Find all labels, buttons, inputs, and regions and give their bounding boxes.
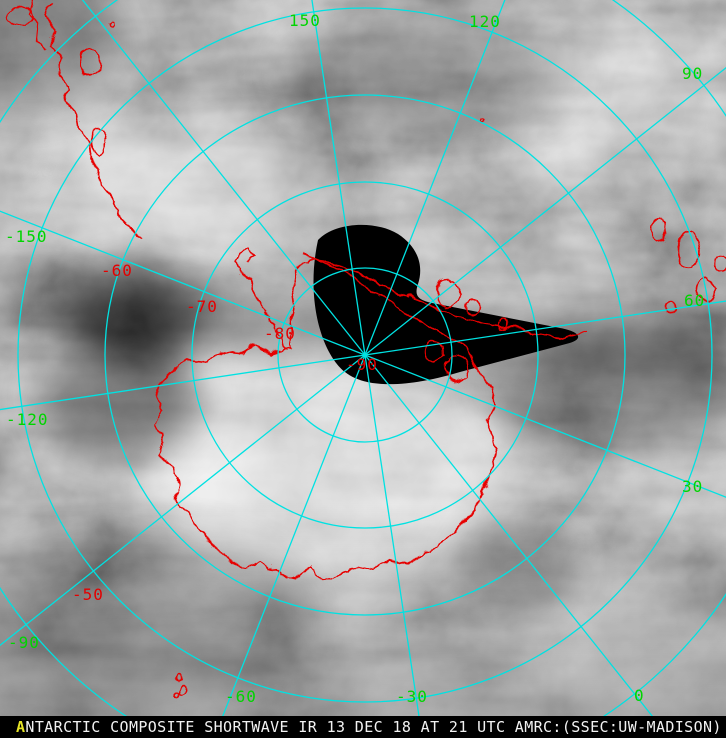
caption-bar: ANTARCTIC COMPOSITE SHORTWAVE IR 13 DEC … [0,716,726,738]
meridian-line-120 [364,0,506,356]
longitude-label-60: 60 [684,291,705,310]
antarctic-peninsula-coastline [230,249,287,349]
latitude-label--80: -80 [264,324,296,343]
latitude-label--50: -50 [72,585,104,604]
no-data-wedge [313,224,579,385]
longitude-label-30: 30 [682,477,703,496]
right-edge-islands [649,215,726,312]
coordinate-labels: 150 120 90 60 30 0 -30 -60 -90 -120 -150 -50 -60 -70 -… [5,11,705,706]
meridian-line-90 [364,67,726,356]
latitude-label--70: -70 [186,297,218,316]
latitude-circle--70 [191,181,539,529]
longitude-label--150: -150 [5,227,48,246]
peninsula-tip [239,244,254,261]
meridian-line--30 [364,354,423,738]
longitude-label--90: -90 [8,633,40,652]
meridian-line--150 [0,210,366,356]
longitude-label--30: -30 [396,687,428,706]
longitude-label-150: 150 [289,11,321,30]
meridian-line-150 [311,0,366,356]
longitude-label-120: 120 [469,12,501,31]
meridian-line-30 [364,354,726,498]
meridian-line--90 [0,354,366,647]
meridian-line--60 [213,354,366,738]
longitude-label-0: 0 [634,686,645,705]
meridian-line-180 [81,0,366,356]
caption-text: NTARCTIC COMPOSITE SHORTWAVE IR 13 DEC 1… [25,718,722,736]
coastal-islands [423,278,506,380]
longitude-label--60: -60 [225,687,257,706]
cursor-marker: A [16,718,26,736]
latitude-label--60: -60 [101,261,133,280]
latitude-circle--60 [104,94,626,616]
latitude-circle--50 [17,7,713,703]
small-islands-bottom [173,115,484,695]
latitude-circle--80 [277,267,453,443]
latitude-label--90: -90 [346,355,378,374]
meridian-line-60 [364,300,726,356]
longitude-label-90: 90 [682,64,703,83]
meridian-line--120 [0,354,366,411]
longitude-label--120: -120 [6,410,49,429]
south-america-coastline [5,0,141,237]
